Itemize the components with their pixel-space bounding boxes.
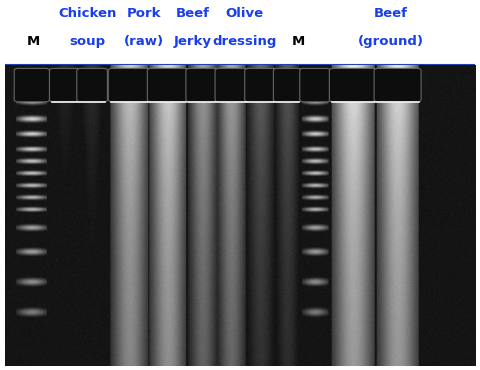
FancyBboxPatch shape	[77, 68, 108, 102]
Text: M: M	[292, 36, 305, 48]
FancyBboxPatch shape	[274, 68, 301, 102]
FancyBboxPatch shape	[108, 68, 151, 102]
FancyBboxPatch shape	[14, 68, 49, 102]
FancyBboxPatch shape	[49, 68, 80, 102]
Text: dressing: dressing	[213, 36, 277, 48]
FancyBboxPatch shape	[245, 68, 276, 102]
Text: soup: soup	[69, 36, 105, 48]
FancyBboxPatch shape	[186, 68, 219, 102]
FancyBboxPatch shape	[215, 68, 248, 102]
Text: (ground): (ground)	[358, 36, 423, 48]
FancyBboxPatch shape	[300, 68, 330, 102]
Text: Olive: Olive	[226, 7, 264, 20]
Text: Pork: Pork	[126, 7, 161, 20]
Text: Jerky: Jerky	[174, 36, 212, 48]
Text: Beef: Beef	[176, 7, 210, 20]
Text: M: M	[26, 36, 40, 48]
Text: Beef: Beef	[373, 7, 408, 20]
Text: (raw): (raw)	[123, 36, 164, 48]
FancyBboxPatch shape	[374, 68, 421, 102]
FancyBboxPatch shape	[147, 68, 189, 102]
FancyBboxPatch shape	[329, 68, 376, 102]
Text: Chicken: Chicken	[58, 7, 116, 20]
